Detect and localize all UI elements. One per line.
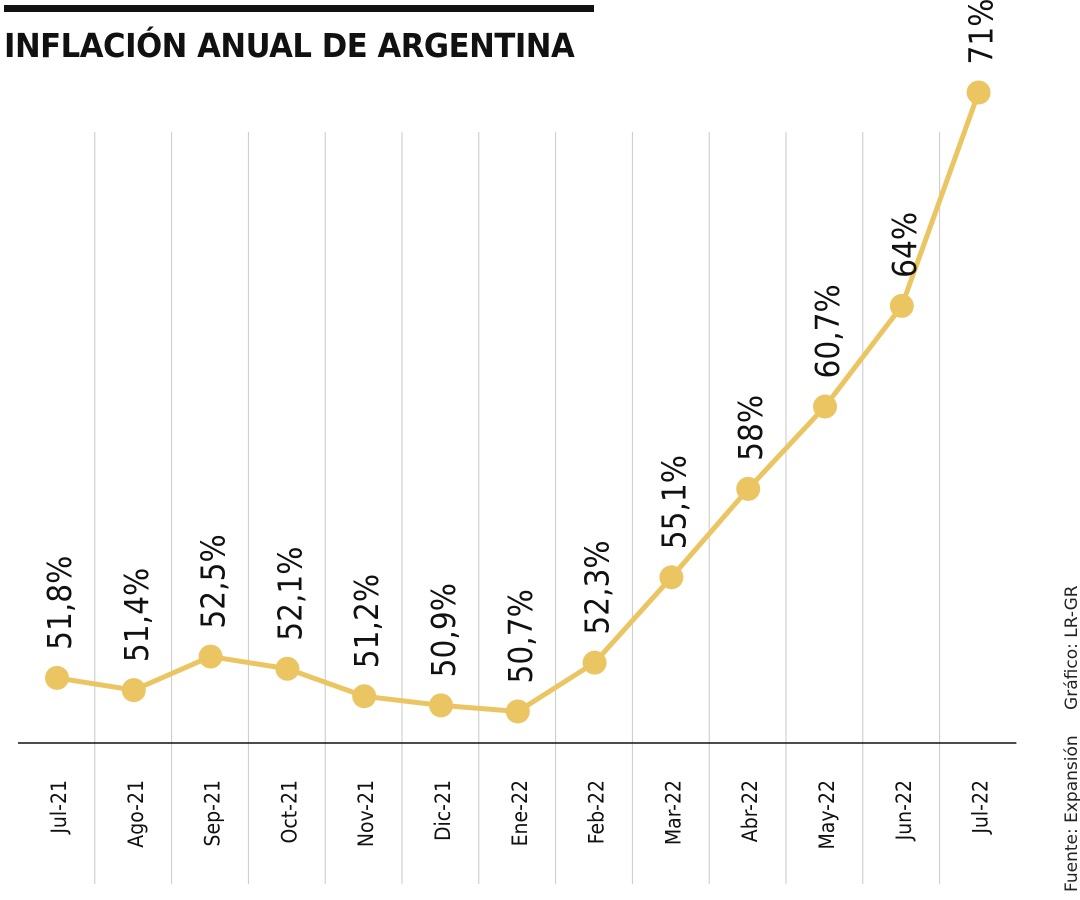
data-point — [582, 650, 607, 675]
x-tick-label: Abr-22 — [738, 780, 762, 842]
x-tick-label: Nov-21 — [354, 780, 378, 847]
data-label: 52,3% — [578, 540, 617, 634]
x-tick-label: Sep-21 — [201, 780, 225, 846]
data-point — [889, 293, 914, 318]
data-labels: 51,8% 51,4% 52,5% 52,1% 51,2% 50,9% 50,7% 52,3%… — [40, 0, 1001, 683]
gridlines — [94, 132, 941, 884]
data-point — [121, 678, 146, 703]
credit-text: Gráfico: LR-GR — [1062, 585, 1080, 710]
x-tick-labels: Jul-21 Ago-21 Sep-21 Oct-21 Nov-21 Dic-21 Ene-… — [47, 780, 993, 850]
chart-title: INFLACIÓN ANUAL DE ARGENTINA — [4, 26, 575, 65]
x-tick-label: Mar-22 — [661, 780, 685, 845]
x-tick-label: Oct-21 — [277, 780, 301, 844]
data-point — [198, 644, 223, 669]
data-label: 52,5% — [194, 534, 233, 628]
data-label: 58% — [731, 395, 770, 461]
data-point — [966, 80, 991, 105]
source-credits: Fuente: Expansión Gráfico: LR-GR — [1062, 585, 1080, 892]
data-label: 50,9% — [424, 583, 463, 677]
data-point — [813, 394, 837, 419]
source-text: Fuente: Expansión — [1062, 735, 1080, 892]
data-label: 51,2% — [347, 574, 386, 668]
data-point — [275, 656, 300, 681]
x-tick-label: Jul-21 — [47, 780, 71, 835]
data-point — [736, 476, 761, 501]
data-point — [505, 699, 530, 724]
x-tick-label: May-22 — [815, 780, 839, 850]
title-rule — [4, 5, 594, 12]
data-label: 51,4% — [117, 568, 156, 662]
x-tick-label: Ene-22 — [508, 780, 532, 846]
data-point — [659, 565, 684, 590]
data-label: 60,7% — [808, 284, 847, 378]
x-tick-label: Ago-21 — [124, 780, 148, 848]
data-label: 50,7% — [501, 589, 540, 683]
data-label: 51,8% — [40, 556, 79, 650]
x-tick-label: Dic-21 — [431, 780, 455, 841]
data-label: 71% — [962, 0, 1001, 64]
data-label: 64% — [885, 212, 924, 278]
data-point — [429, 693, 453, 718]
x-tick-label: Jun-22 — [892, 780, 916, 841]
data-label: 55,1% — [654, 455, 693, 549]
data-label: 52,1% — [270, 546, 309, 640]
data-point — [352, 684, 377, 709]
data-point — [45, 665, 69, 690]
x-tick-label: Jul-22 — [969, 780, 993, 835]
data-points — [45, 80, 991, 724]
x-tick-label: Feb-22 — [585, 780, 609, 844]
